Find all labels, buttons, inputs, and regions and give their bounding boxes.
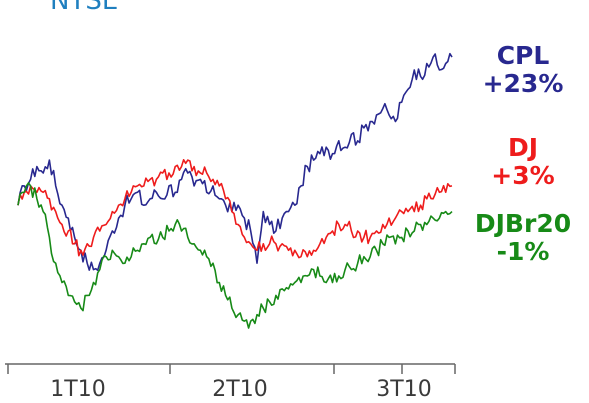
series-name-djbr20: DJBr20 bbox=[474, 209, 572, 238]
series-label-cpl: CPL +23% bbox=[468, 42, 578, 98]
series-change-djbr20: -1% bbox=[496, 237, 550, 266]
series-change-cpl: +23% bbox=[482, 69, 564, 98]
x-tick-label: 1T10 bbox=[50, 377, 105, 402]
series-label-djbr20: DJBr20 -1% bbox=[468, 210, 578, 266]
series-line-cpl bbox=[17, 52, 453, 271]
series-line-dj bbox=[17, 159, 453, 259]
series-name-cpl: CPL bbox=[496, 41, 550, 70]
series-line-djbr20 bbox=[17, 182, 453, 329]
series-change-dj: +3% bbox=[491, 161, 555, 190]
x-tick-label: 3T10 bbox=[376, 377, 431, 402]
x-tick-label: 2T10 bbox=[212, 377, 267, 402]
series-layer bbox=[17, 52, 453, 329]
series-name-dj: DJ bbox=[507, 133, 539, 162]
chart-title: NYSE bbox=[50, 0, 119, 16]
x-ticks: 1T10 2T10 3T10 bbox=[7, 364, 456, 402]
series-label-dj: DJ +3% bbox=[468, 134, 578, 190]
